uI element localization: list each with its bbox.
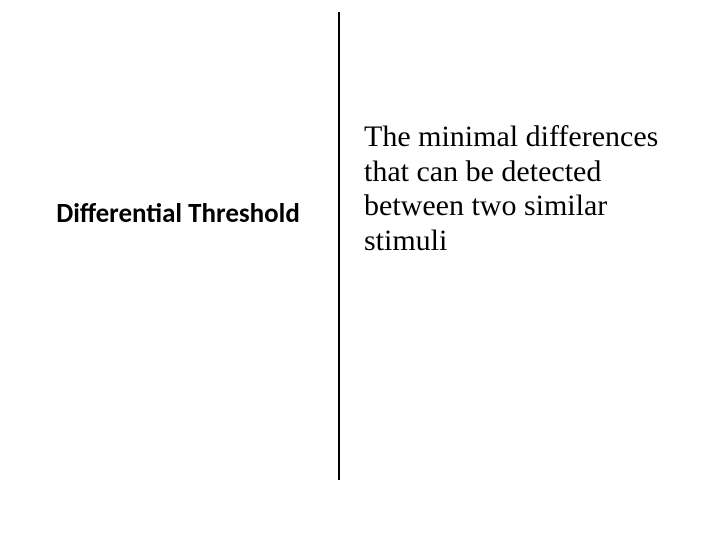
definition-text: The minimal differences that can be dete… — [364, 120, 674, 258]
vertical-divider — [338, 12, 340, 480]
term-heading: Differential Threshold — [28, 198, 328, 230]
slide: Differential Threshold The minimal diffe… — [0, 0, 720, 540]
